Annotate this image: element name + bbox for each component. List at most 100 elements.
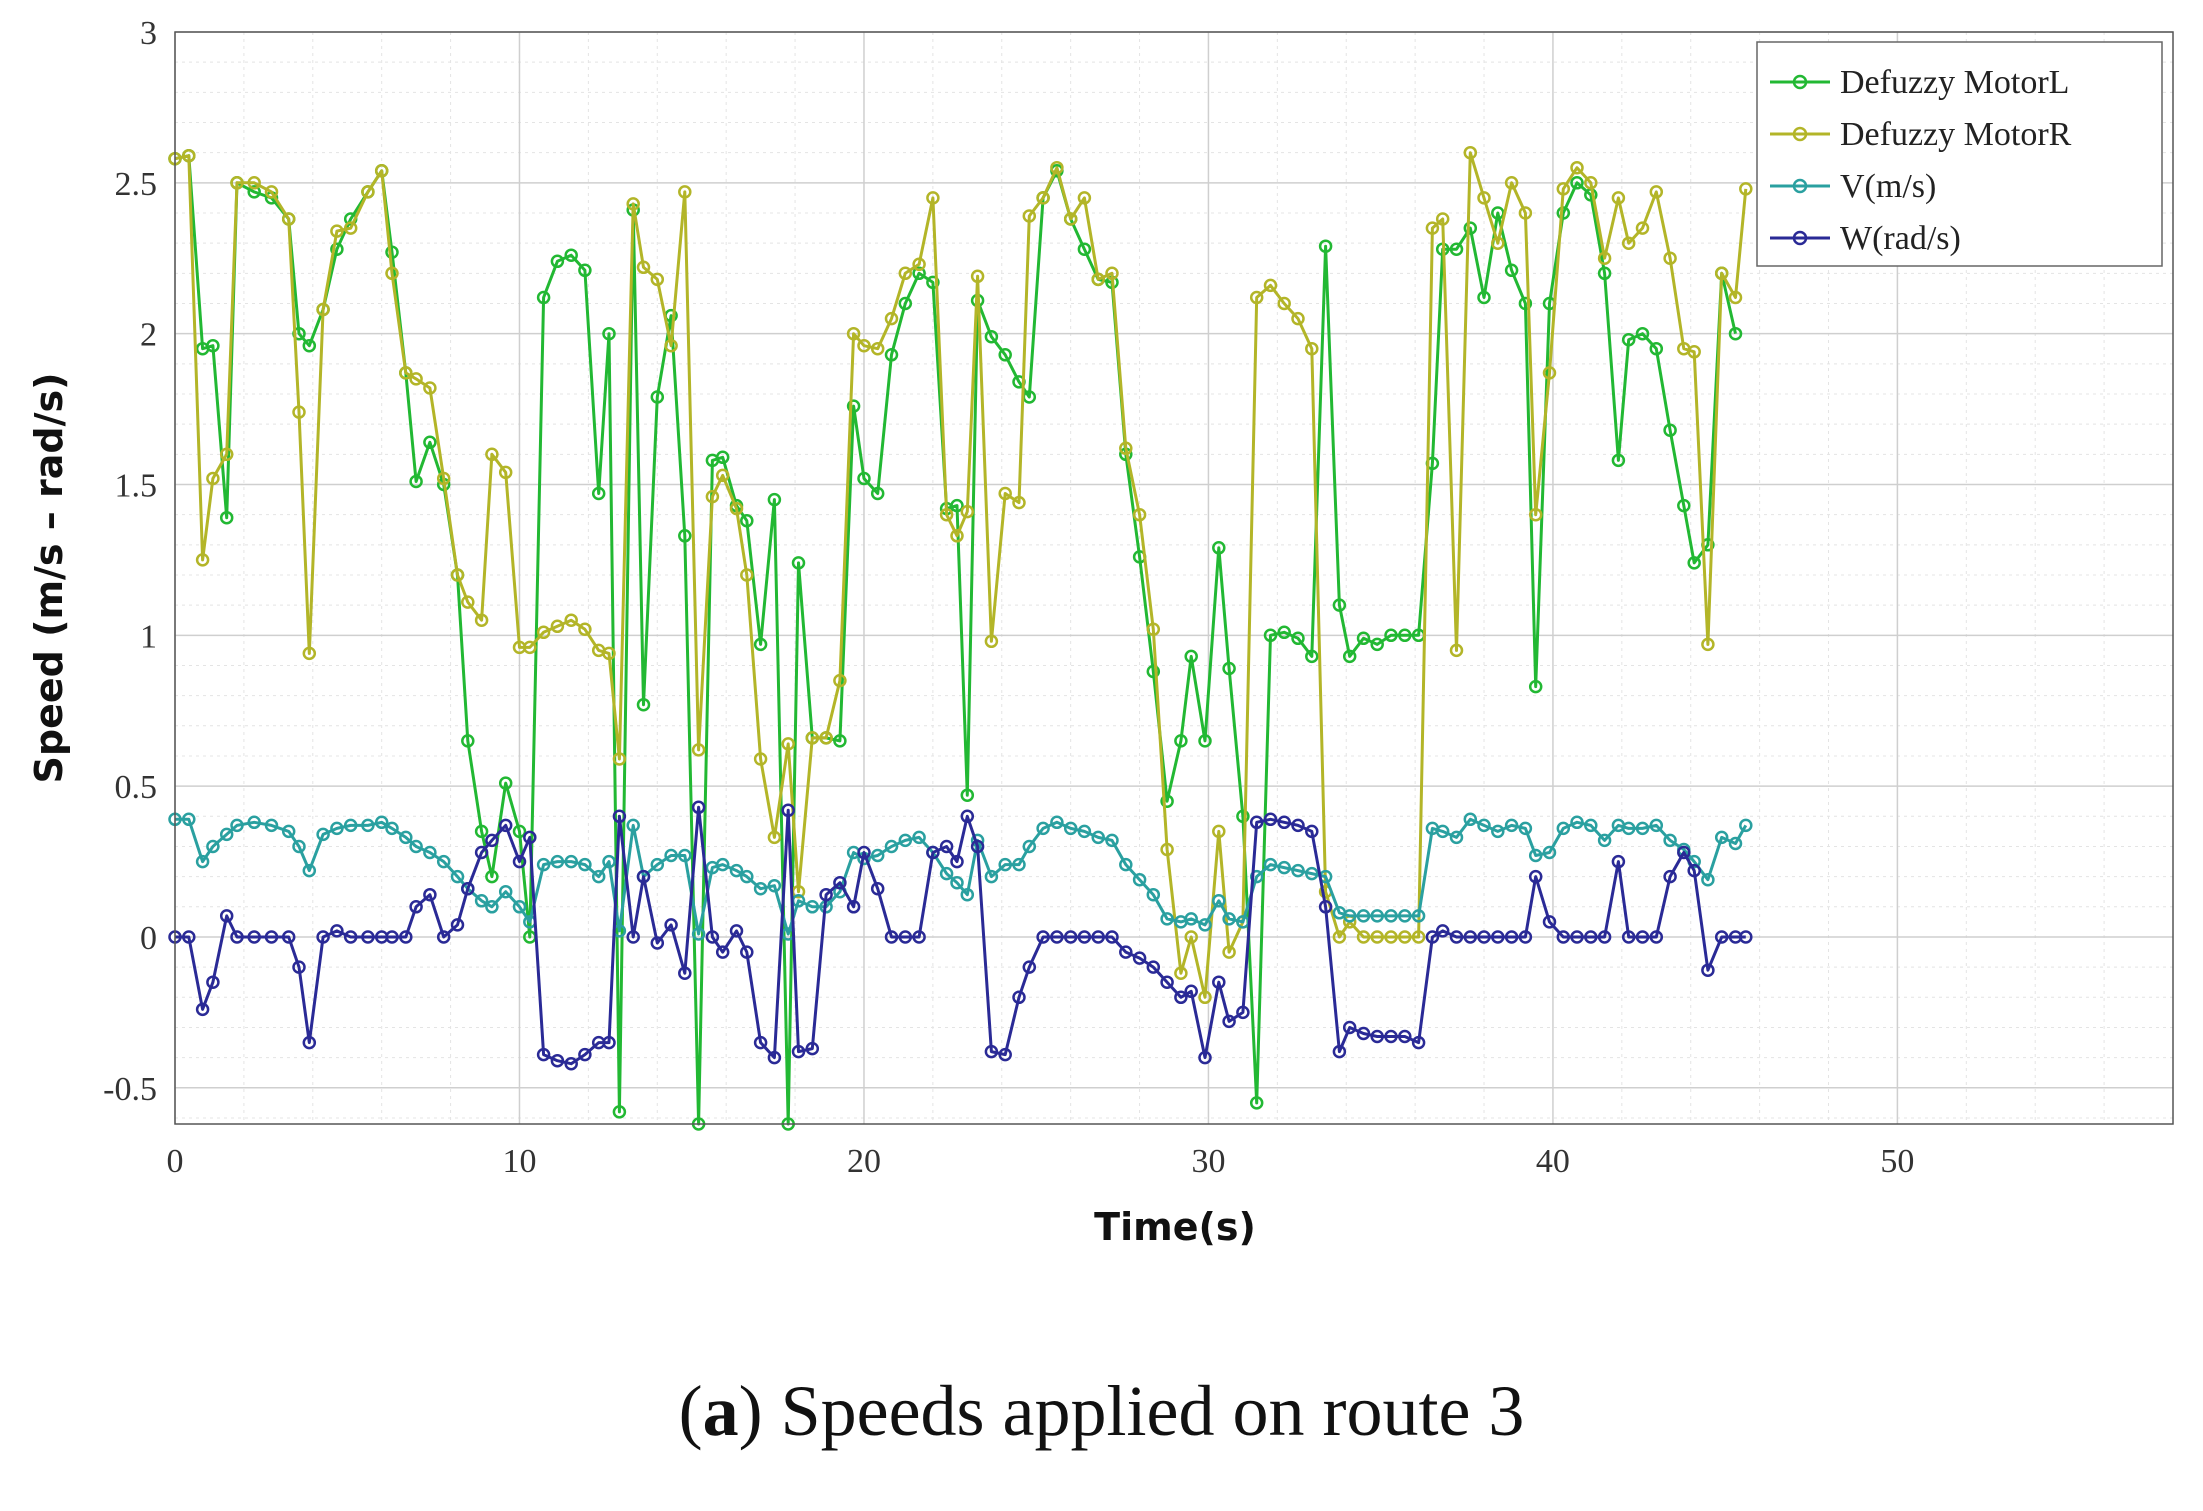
data-point	[1022, 209, 1037, 223]
data-point	[1597, 266, 1612, 281]
data-point	[195, 1002, 210, 1017]
data-point	[1518, 206, 1533, 220]
data-point	[399, 930, 413, 944]
data-point	[474, 613, 489, 627]
data-point	[846, 399, 861, 413]
data-point	[1435, 824, 1450, 839]
data-point	[1236, 809, 1250, 824]
data-point	[1449, 930, 1464, 944]
data-point	[1728, 326, 1743, 341]
data-point	[330, 224, 344, 238]
legend-label: W(rad/s)	[1840, 220, 1961, 257]
data-point	[1119, 441, 1133, 456]
data-point	[206, 839, 220, 854]
data-point	[1146, 960, 1161, 974]
plot-frame	[174, 31, 2174, 1125]
data-point	[1119, 857, 1133, 872]
data-point	[1198, 990, 1212, 1005]
data-point	[247, 815, 261, 830]
data-point	[1398, 628, 1412, 643]
data-point	[523, 830, 537, 845]
data-point	[636, 869, 651, 884]
data-point	[1435, 924, 1450, 938]
data-point	[1174, 734, 1188, 748]
data-point	[343, 221, 358, 235]
data-point	[884, 839, 899, 854]
data-point	[1342, 1020, 1357, 1035]
data-point	[1556, 182, 1571, 196]
data-point	[385, 266, 399, 281]
data-point	[1146, 887, 1161, 902]
data-point	[206, 338, 220, 353]
data-point	[1701, 872, 1715, 887]
y-axis-ticks: -0.5 0 0.5 1 1.5 2 2.5 3	[103, 15, 157, 1108]
data-point	[1036, 191, 1050, 205]
data-point	[1597, 833, 1612, 848]
data-point	[485, 869, 499, 884]
data-point	[1449, 242, 1464, 256]
data-point	[1342, 909, 1357, 923]
data-point	[264, 185, 279, 199]
data-point	[550, 619, 565, 634]
data-point	[970, 839, 985, 854]
data-point	[1184, 984, 1198, 999]
data-point	[691, 800, 706, 815]
data-point	[912, 830, 926, 845]
data-point	[436, 471, 451, 486]
data-point	[302, 338, 317, 353]
data-point	[485, 447, 499, 462]
data-point	[1091, 930, 1105, 944]
data-point	[664, 338, 678, 353]
data-point	[715, 945, 730, 959]
data-point	[1728, 836, 1743, 851]
data-point	[536, 625, 551, 640]
data-point	[195, 854, 210, 869]
x-tick-label: 30	[1191, 1143, 1225, 1180]
data-point	[636, 260, 651, 275]
data-point	[564, 1056, 578, 1071]
data-point	[523, 640, 537, 655]
data-point	[1091, 830, 1105, 845]
data-point	[1556, 821, 1571, 836]
data-point	[219, 510, 234, 525]
x-axis-ticks: 0 10 20 30 40 50	[167, 1143, 1915, 1180]
data-point	[385, 821, 399, 836]
data-point	[330, 242, 344, 256]
data-point	[753, 1035, 768, 1050]
data-point	[1160, 975, 1174, 989]
data-point	[399, 830, 413, 845]
data-point	[1398, 909, 1412, 923]
data-point	[1160, 912, 1174, 926]
data-point	[1677, 845, 1691, 860]
data-point	[602, 326, 616, 341]
series-line	[174, 151, 1748, 999]
data-point	[833, 875, 847, 890]
data-point	[939, 839, 954, 854]
data-point	[281, 212, 296, 226]
data-point	[1305, 866, 1319, 881]
data-point	[1263, 278, 1278, 293]
data-point	[1277, 815, 1291, 830]
data-point	[1398, 1029, 1412, 1044]
data-point	[1356, 631, 1371, 646]
data-point	[1621, 930, 1636, 944]
data-point	[1370, 909, 1384, 923]
data-point	[970, 269, 985, 284]
data-point	[1518, 930, 1533, 944]
data-point	[247, 176, 261, 190]
data-point	[578, 1047, 592, 1062]
data-point	[1504, 263, 1519, 278]
figure-caption: (a) Speeds applied on route 3	[678, 1371, 1525, 1451]
data-point	[564, 248, 578, 262]
data-point	[1050, 160, 1064, 175]
data-point	[912, 266, 926, 281]
data-point	[281, 930, 296, 944]
data-point	[1012, 495, 1026, 510]
data-point	[898, 296, 913, 311]
data-point	[1463, 145, 1478, 160]
data-point	[385, 930, 399, 944]
data-point	[536, 290, 551, 305]
y-axis-title: Speed (m/s – rad/s)	[27, 373, 71, 784]
data-point	[1249, 815, 1264, 830]
